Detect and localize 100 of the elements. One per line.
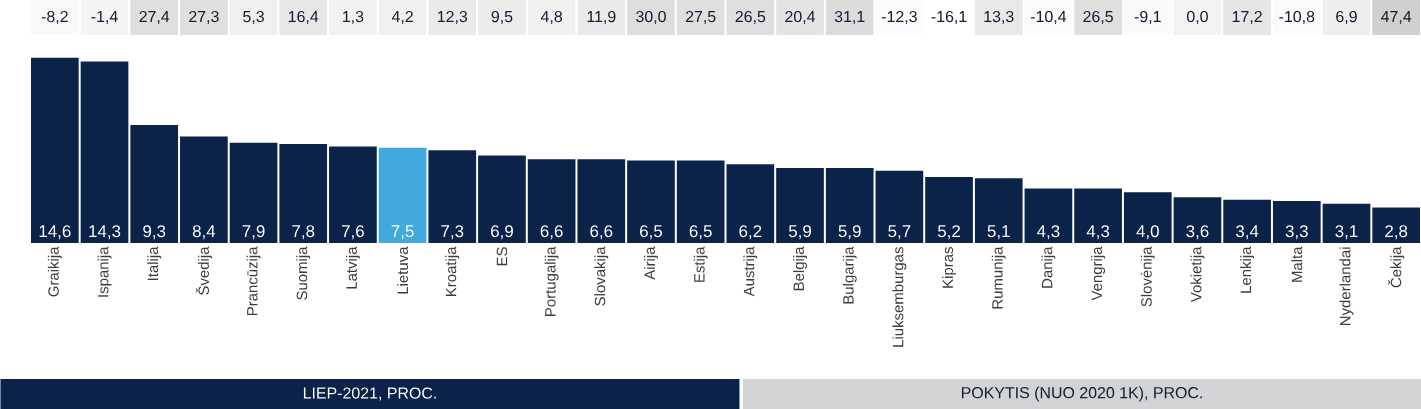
x-tick-label: Slovėnija xyxy=(1140,246,1155,307)
bar xyxy=(527,159,576,243)
data-label: 5,1 xyxy=(987,225,1010,240)
bar xyxy=(180,136,228,243)
x-tick-label: Kipras xyxy=(942,247,957,288)
x-tick-label: Kroatija xyxy=(445,246,460,296)
data-label: -8,2 xyxy=(41,10,68,25)
data-label: 5,2 xyxy=(937,225,960,240)
bar xyxy=(1372,207,1420,243)
bar xyxy=(130,124,179,243)
bar xyxy=(229,142,278,243)
data-label: 8,4 xyxy=(192,225,216,240)
bar xyxy=(925,177,973,243)
x-tick-label: Belgija xyxy=(793,246,807,291)
data-label: 0,0 xyxy=(1186,10,1208,25)
data-label: -10,4 xyxy=(1030,10,1067,25)
data-label: 4,0 xyxy=(1136,225,1159,240)
bar xyxy=(974,178,1023,243)
x-tick-label: Portugalija xyxy=(544,246,559,316)
bar xyxy=(478,155,526,243)
data-label: 27,5 xyxy=(685,10,716,25)
x-axis-title: LIEP-2021, PROC. xyxy=(303,387,436,401)
x-tick-label: Suomija xyxy=(296,246,311,300)
x-tick-label: Nyderlandai xyxy=(1339,247,1354,326)
x-tick-label: Lenkija xyxy=(1240,246,1255,293)
bar xyxy=(776,168,824,243)
data-label: 27,3 xyxy=(189,10,219,25)
data-label: 6,9 xyxy=(491,225,513,240)
data-label: 3,1 xyxy=(1335,225,1358,240)
x-tick-label: Čekija xyxy=(1388,246,1405,288)
x-tick-label: ES xyxy=(496,247,508,266)
data-label: 6,6 xyxy=(540,225,563,240)
data-label: 47,4 xyxy=(1381,10,1412,24)
x-tick-label: Danija xyxy=(1041,246,1056,288)
data-label: 30,0 xyxy=(636,10,666,25)
data-label: 4,3 xyxy=(1086,225,1110,240)
data-label: -12,3 xyxy=(881,10,917,25)
data-label: 12,3 xyxy=(437,10,468,25)
data-label: 7,9 xyxy=(242,225,265,240)
data-label: 26,5 xyxy=(735,10,766,25)
bar xyxy=(825,168,874,243)
bar xyxy=(279,144,328,243)
x-tick-label: Prancūzija xyxy=(246,246,261,316)
data-label: 5,7 xyxy=(888,225,911,240)
x-tick-label: Ispanija xyxy=(97,246,112,297)
data-label: 31,1 xyxy=(834,10,865,25)
x-tick-label: Rumunija xyxy=(991,246,1006,309)
x-tick-label: Švedija xyxy=(195,246,212,295)
bar xyxy=(30,57,79,243)
x-tick-label: Vengrija xyxy=(1091,246,1106,301)
bar xyxy=(1123,192,1172,243)
data-label: 3,3 xyxy=(1285,225,1308,240)
data-label: 5,9 xyxy=(838,225,861,240)
x-tick-label: Airija xyxy=(644,246,658,280)
data-label: 7,8 xyxy=(292,225,315,240)
data-label: 20,4 xyxy=(785,10,816,25)
bar xyxy=(875,170,924,243)
data-label: 6,2 xyxy=(739,225,762,240)
data-label: 7,6 xyxy=(342,225,364,240)
x-tick-label: Latvija xyxy=(345,246,360,289)
data-label: 6,5 xyxy=(689,225,712,240)
x-tick-label: Malta xyxy=(1291,246,1303,282)
x-tick-label: Austrija xyxy=(743,246,758,297)
bar xyxy=(80,61,129,243)
data-label: 27,4 xyxy=(139,10,170,25)
data-label: 4,3 xyxy=(1037,225,1060,240)
x-tick-label: Slovakija xyxy=(594,246,609,306)
data-label: -16,1 xyxy=(931,10,967,25)
x-tick-label: Estija xyxy=(693,246,708,282)
bar xyxy=(329,146,377,243)
data-label: 17,2 xyxy=(1232,10,1262,25)
data-label: 5,9 xyxy=(788,225,811,240)
data-label: 4,2 xyxy=(391,10,413,25)
data-label: 7,3 xyxy=(441,225,464,240)
x-tick-label: Bulgarija xyxy=(842,246,857,304)
data-label: 13,3 xyxy=(984,10,1014,25)
bar xyxy=(577,159,626,243)
data-label: 4,8 xyxy=(540,10,563,25)
bar xyxy=(428,150,477,243)
data-label: 3,4 xyxy=(1235,225,1259,240)
data-label: 9,3 xyxy=(143,225,166,240)
data-label: 14,3 xyxy=(89,225,121,240)
bar xyxy=(627,160,675,243)
x-axis-title: POKYTIS (NUO 2020 1K), PROC. xyxy=(961,386,1202,402)
data-label: 16,4 xyxy=(288,10,319,25)
data-label: 3,6 xyxy=(1186,225,1209,240)
data-label: 5,3 xyxy=(243,10,264,25)
bar xyxy=(378,147,427,243)
data-label: -1,4 xyxy=(91,10,118,24)
bar xyxy=(1272,201,1321,243)
x-tick-label: Vokietija xyxy=(1190,246,1205,303)
data-label: 26,5 xyxy=(1083,10,1113,25)
data-label: 6,5 xyxy=(640,225,663,240)
x-tick-label: Liuksemburgas xyxy=(892,247,907,347)
data-label: 7,5 xyxy=(391,225,414,240)
x-tick-label: Italija xyxy=(147,246,162,281)
x-tick-label: Graikija xyxy=(47,246,62,297)
data-label: 6,9 xyxy=(1336,10,1357,25)
data-label: -9,1 xyxy=(1134,10,1161,25)
data-label: 2,8 xyxy=(1385,225,1408,240)
